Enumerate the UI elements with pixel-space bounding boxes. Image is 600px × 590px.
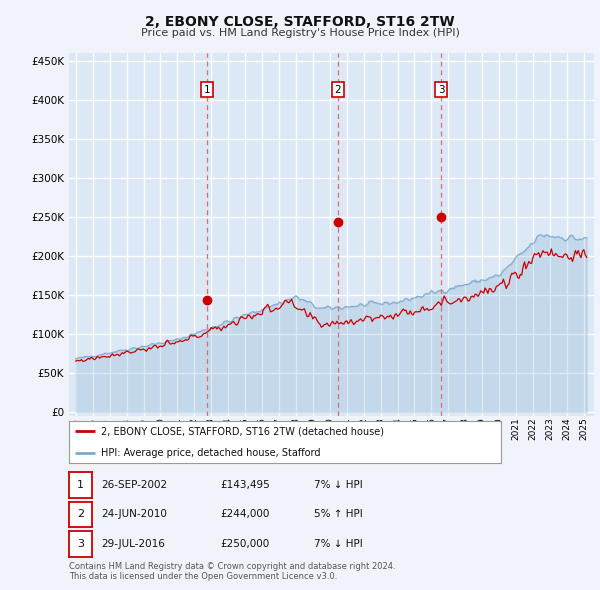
Text: 7% ↓ HPI: 7% ↓ HPI — [314, 539, 362, 549]
Text: 5% ↑ HPI: 5% ↑ HPI — [314, 510, 362, 519]
Text: 1: 1 — [203, 85, 210, 95]
Text: £244,000: £244,000 — [221, 510, 270, 519]
Text: 2, EBONY CLOSE, STAFFORD, ST16 2TW (detached house): 2, EBONY CLOSE, STAFFORD, ST16 2TW (deta… — [101, 427, 385, 436]
Text: Price paid vs. HM Land Registry's House Price Index (HPI): Price paid vs. HM Land Registry's House … — [140, 28, 460, 38]
Text: HPI: Average price, detached house, Stafford: HPI: Average price, detached house, Staf… — [101, 448, 321, 457]
Text: 2: 2 — [77, 510, 84, 519]
Text: 7% ↓ HPI: 7% ↓ HPI — [314, 480, 362, 490]
Text: Contains HM Land Registry data © Crown copyright and database right 2024.
This d: Contains HM Land Registry data © Crown c… — [69, 562, 395, 581]
Text: 3: 3 — [438, 85, 445, 95]
Text: 2: 2 — [335, 85, 341, 95]
Text: 29-JUL-2016: 29-JUL-2016 — [101, 539, 164, 549]
Text: 24-JUN-2010: 24-JUN-2010 — [101, 510, 167, 519]
Text: 2, EBONY CLOSE, STAFFORD, ST16 2TW: 2, EBONY CLOSE, STAFFORD, ST16 2TW — [145, 15, 455, 29]
Text: 3: 3 — [77, 539, 84, 549]
Text: £143,495: £143,495 — [221, 480, 271, 490]
Text: £250,000: £250,000 — [221, 539, 270, 549]
Text: 26-SEP-2002: 26-SEP-2002 — [101, 480, 167, 490]
Text: 1: 1 — [77, 480, 84, 490]
